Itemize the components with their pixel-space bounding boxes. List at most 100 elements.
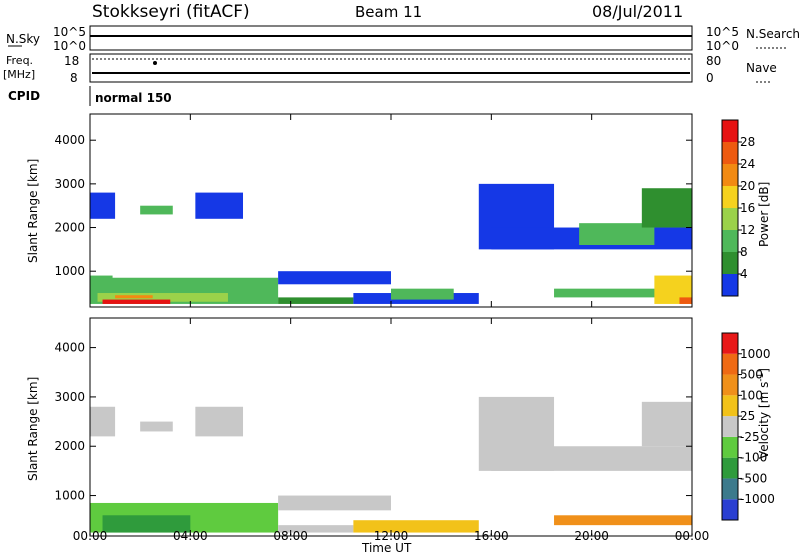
velocity-colorbar: 1000 500 100 25 -25 -100 -500 -1000 [721,332,775,521]
velocity-colorbar-tick-label: 25 [740,409,755,423]
velocity-data-cells [90,396,692,533]
power-cell [140,205,173,215]
velocity-panel: 1000 2000 3000 4000 Slant Range [km] [26,317,693,537]
velocity-cell [278,525,354,533]
velocity-colorbar-tick-label: 100 [740,388,763,402]
freq-unit-label: [MHz] [3,68,35,81]
power-colorbar-swatch [722,120,738,142]
velocity-cell [102,515,191,533]
velocity-colorbar-swatch [722,353,738,375]
noise-right-tick-bottom: 10^0 [706,39,739,53]
velocity-ytick-label: 1000 [54,489,85,503]
x-axis-label: Time UT [361,541,412,554]
noise-right-tick-top: 10^5 [706,25,739,39]
velocity-colorbar-swatch [722,395,738,417]
noise-left-tick-top: 10^5 [53,25,86,39]
beam-title: Beam 11 [355,3,422,21]
power-cell [554,288,692,298]
velocity-colorbar-swatch [722,374,738,396]
velocity-colorbar-swatch [722,478,738,500]
noise-panel: N.Sky 10^5 10^0 10^5 10^0 N.Search [6,25,800,53]
power-cell [278,271,391,285]
power-ytick-label: 4000 [54,133,85,147]
x-tick-label: 00:00 [675,529,710,543]
velocity-ytick-label: 4000 [54,341,85,355]
power-colorbar-swatch [722,274,738,296]
power-ytick-label: 1000 [54,264,85,278]
power-panel: 1000 2000 3000 4000 Slant Range [km] [26,113,693,308]
power-colorbar-swatch [722,230,738,252]
velocity-colorbar-swatch [722,436,738,458]
freq-right-tick-bottom: 0 [706,71,714,85]
freq-left-tick-top: 18 [64,54,79,68]
power-ytick-label: 3000 [54,177,85,191]
velocity-colorbar-tick-label: -25 [740,430,760,444]
x-tick-label: 20:00 [574,529,609,543]
velocity-colorbar-tick-label: -1000 [740,492,775,506]
power-ytick-label: 2000 [54,221,85,235]
power-cell [641,188,692,228]
power-colorbar-swatch [722,186,738,208]
velocity-colorbar-tick-label: 500 [740,368,763,382]
freq-panel: Freq. [MHz] 18 8 80 0 Nave [3,53,777,85]
velocity-cell [90,406,116,437]
power-colorbar: 4 8 12 16 20 24 28 [721,119,755,297]
power-colorbar-tick-label: 20 [740,179,755,193]
power-colorbar-swatch [722,208,738,230]
power-colorbar-title: Power [dB] [757,182,771,247]
noise-left-tick-bottom: 10^0 [53,39,86,53]
power-cell [679,297,692,304]
x-tick-label: 08:00 [273,529,308,543]
x-tick-label: 04:00 [173,529,208,543]
power-cell [195,192,244,219]
freq-label: Freq. [6,54,33,67]
velocity-colorbar-swatch [722,499,738,520]
power-colorbar-tick-label: 28 [740,135,755,149]
power-cell [97,293,228,302]
velocity-cell [491,446,692,471]
velocity-colorbar-swatch [722,333,738,354]
x-tick-label: 16:00 [474,529,509,543]
x-tick-label: 12:00 [374,529,409,543]
power-colorbar-tick-label: 12 [740,223,755,237]
power-colorbar-swatch [722,252,738,274]
power-colorbar-swatch [722,142,738,164]
velocity-cell [641,401,692,447]
velocity-cell [278,495,391,511]
power-cell [391,288,454,300]
power-ylabel: Slant Range [km] [26,159,40,263]
date-title: 08/Jul/2011 [592,2,683,21]
freq-left-tick-bottom: 8 [70,71,78,85]
velocity-colorbar-swatch [722,416,738,437]
power-cell [102,299,171,304]
velocity-colorbar-title: Velocity [m s-1] [756,368,771,459]
cpid-mode: normal 150 [95,91,172,105]
power-cell [90,192,116,219]
power-colorbar-tick-label: 4 [740,267,748,281]
nsearch-label: N.Search [746,27,800,41]
velocity-cell [195,406,244,437]
power-cell [579,223,655,245]
station-title: Stokkseyri (fitACF) [92,2,250,22]
velocity-ylabel: Slant Range [km] [26,377,40,481]
cpid-label: CPID [8,89,40,103]
velocity-cell [353,520,479,533]
power-colorbar-swatch [722,164,738,186]
nave-label: Nave [746,61,777,75]
power-colorbar-tick-label: 8 [740,245,748,259]
power-cell [115,295,153,299]
nsky-label: N.Sky [6,32,40,46]
velocity-colorbar-tick-label: 1000 [740,347,771,361]
velocity-ytick-label: 3000 [54,390,85,404]
freq-right-tick-top: 80 [706,54,721,68]
velocity-ytick-label: 2000 [54,439,85,453]
velocity-colorbar-swatch [722,457,738,479]
x-tick-label: 00:00 [73,529,108,543]
velocity-colorbar-tick-label: -100 [740,451,767,465]
power-colorbar-tick-label: 16 [740,201,755,215]
velocity-cell [554,515,692,526]
power-cell [278,297,354,304]
velocity-cell [140,421,173,432]
power-data-cells [90,183,692,304]
